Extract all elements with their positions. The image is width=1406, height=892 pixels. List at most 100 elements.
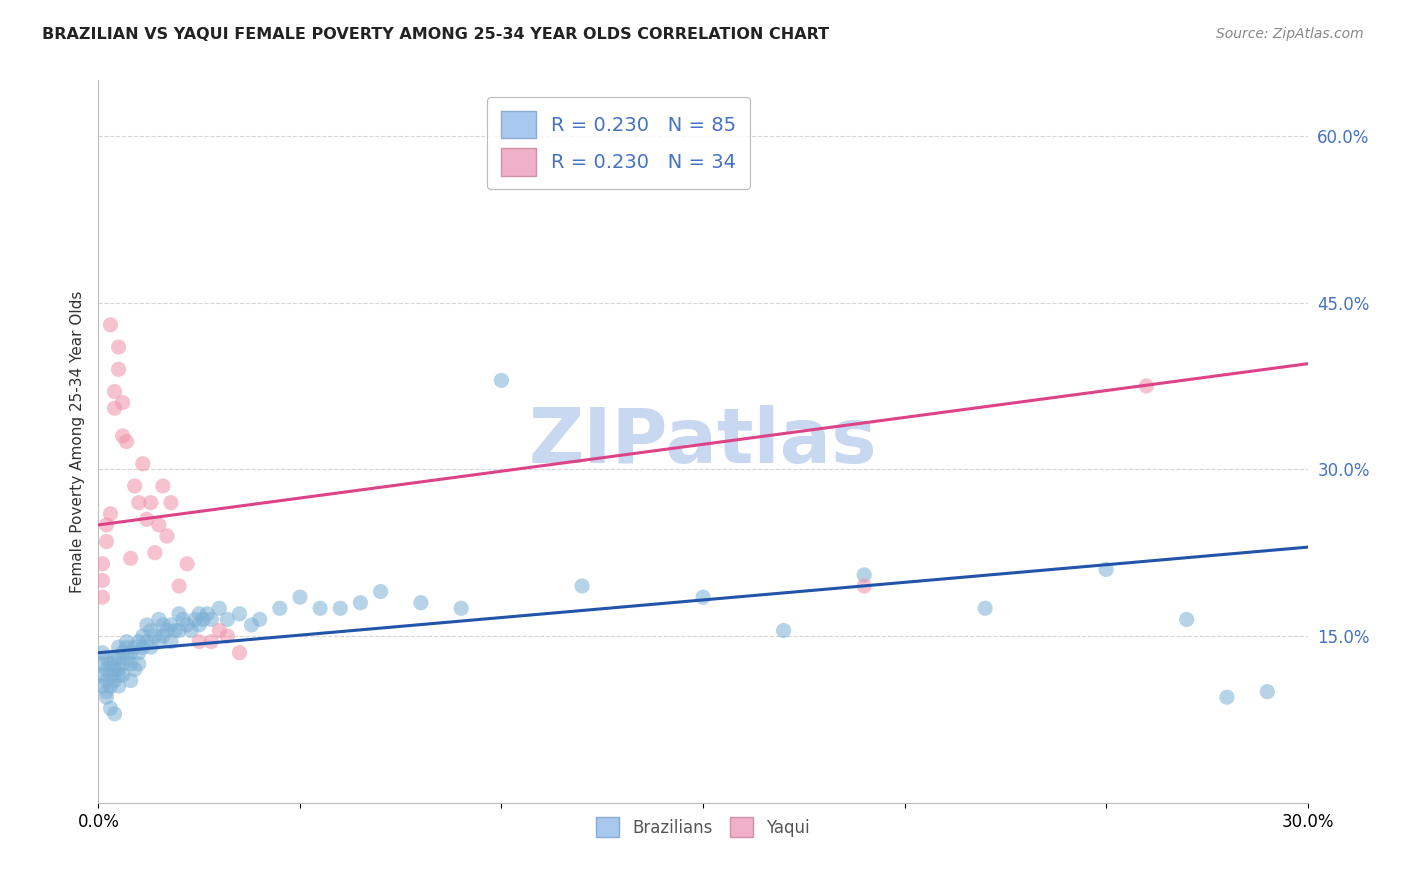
Point [139, 496, 162, 510]
Text: BRAZILIAN VS YAQUI FEMALE POVERTY AMONG 25-34 YEAR OLDS CORRELATION CHART: BRAZILIAN VS YAQUI FEMALE POVERTY AMONG … [42, 27, 830, 42]
Point [128, 496, 150, 510]
Point [172, 612, 194, 626]
Point [329, 601, 352, 615]
Point [120, 646, 142, 660]
Point [156, 624, 179, 638]
Point [370, 584, 392, 599]
Point [135, 618, 157, 632]
Point [96, 662, 118, 676]
Point [96, 684, 118, 698]
Point [193, 612, 215, 626]
Point [103, 706, 125, 721]
Point [188, 618, 211, 632]
Point [107, 662, 129, 676]
Point [288, 590, 311, 604]
Point [853, 579, 876, 593]
Point [491, 373, 513, 387]
Point [143, 629, 166, 643]
Point [152, 479, 174, 493]
Point [156, 529, 179, 543]
Point [1216, 690, 1239, 705]
Point [152, 629, 174, 643]
Point [143, 546, 166, 560]
Point [188, 634, 211, 648]
Point [103, 384, 125, 399]
Point [111, 395, 134, 409]
Point [148, 634, 170, 648]
Point [120, 673, 142, 688]
Point [120, 657, 142, 671]
Point [115, 640, 138, 655]
Point [91, 574, 114, 588]
Point [91, 657, 114, 671]
Point [1095, 562, 1118, 576]
Point [180, 624, 202, 638]
Point [135, 634, 157, 648]
Point [450, 601, 472, 615]
Point [96, 517, 118, 532]
Point [200, 634, 222, 648]
Point [103, 662, 125, 676]
Point [148, 517, 170, 532]
Point [107, 640, 129, 655]
Point [228, 646, 250, 660]
Point [128, 634, 150, 648]
Point [135, 512, 157, 526]
Point [96, 673, 118, 688]
Point [176, 557, 198, 571]
Point [1256, 684, 1278, 698]
Point [120, 551, 142, 566]
Point [100, 679, 122, 693]
Point [217, 629, 239, 643]
Text: Source: ZipAtlas.com: Source: ZipAtlas.com [1216, 27, 1364, 41]
Point [107, 679, 129, 693]
Point [91, 557, 114, 571]
Point [103, 401, 125, 416]
Point [571, 579, 593, 593]
Point [124, 479, 146, 493]
Point [132, 640, 155, 655]
Point [100, 701, 122, 715]
Point [152, 618, 174, 632]
Point [139, 624, 162, 638]
Point [269, 601, 291, 615]
Point [100, 507, 122, 521]
Point [249, 612, 271, 626]
Point [107, 362, 129, 376]
Point [100, 657, 122, 671]
Point [176, 618, 198, 632]
Point [148, 612, 170, 626]
Point [111, 668, 134, 682]
Point [111, 646, 134, 660]
Point [208, 601, 231, 615]
Point [692, 590, 714, 604]
Point [409, 596, 432, 610]
Point [132, 629, 155, 643]
Point [91, 590, 114, 604]
Point [111, 429, 134, 443]
Point [1175, 612, 1198, 626]
Point [96, 690, 118, 705]
Point [163, 624, 186, 638]
Point [160, 496, 183, 510]
Point [1135, 379, 1157, 393]
Point [160, 618, 183, 632]
Legend: Brazilians, Yaqui: Brazilians, Yaqui [588, 809, 818, 845]
Point [111, 657, 134, 671]
Point [128, 646, 150, 660]
Point [91, 679, 114, 693]
Point [96, 534, 118, 549]
Point [91, 646, 114, 660]
Point [107, 668, 129, 682]
Point [208, 624, 231, 638]
Point [115, 634, 138, 648]
Point [167, 579, 190, 593]
Point [853, 568, 876, 582]
Point [124, 640, 146, 655]
Point [184, 612, 207, 626]
Point [228, 607, 250, 621]
Point [96, 651, 118, 665]
Point [103, 673, 125, 688]
Point [107, 340, 129, 354]
Point [772, 624, 794, 638]
